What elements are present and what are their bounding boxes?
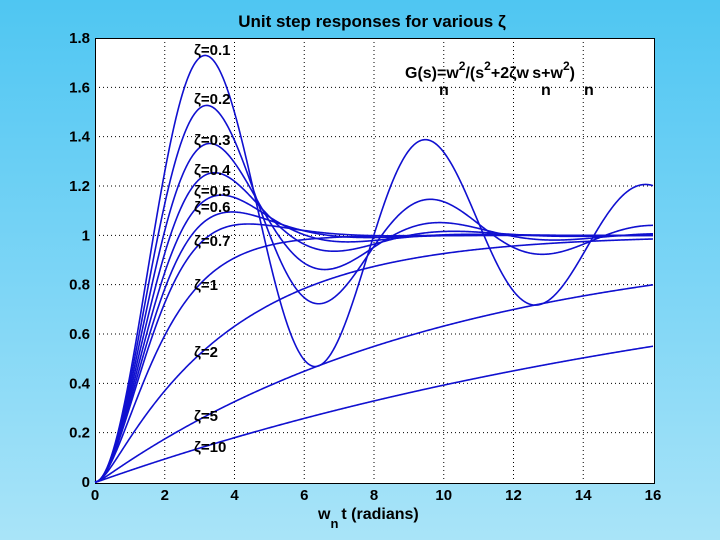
formula-part: G(s)=w [405,65,459,82]
zeta-label: ζ=5 [194,408,218,425]
zeta-label: ζ=0.5 [194,183,231,200]
series-line-zeta-0-2 [94,104,654,483]
series-lines [94,54,654,483]
formula-part: ) [570,65,575,82]
chart-title: Unit step responses for various ζ [238,12,506,31]
formula-part: +2ζw [491,65,530,82]
formula-subscript-2: n [541,82,551,99]
y-tick-label: 0.4 [69,375,91,392]
y-tick-label: 1.8 [69,30,90,47]
zeta-label: ζ=0.4 [194,162,231,179]
series-line-zeta-2 [94,238,654,483]
x-axis-label-rest: t (radians) [341,506,418,523]
x-axis-label: wnt (radians) [317,506,419,531]
x-tick-label: 16 [645,487,662,504]
x-tick-label: 4 [230,487,239,504]
formula-sup: 2 [484,59,491,73]
formula-sup: 2 [563,59,570,73]
y-tick-label: 0 [82,474,90,491]
y-tick-label: 1 [82,227,90,244]
y-tick-label: 1.4 [69,129,91,146]
x-tick-label: 14 [575,487,592,504]
series-line-zeta-10 [94,345,654,483]
zeta-label: ζ=2 [194,344,218,361]
x-tick-labels: 0 2 4 6 8 10 12 14 16 [91,487,662,504]
grid [95,38,653,482]
y-tick-label: 0.8 [69,277,90,294]
y-tick-label: 1.6 [69,79,90,96]
x-tick-label: 2 [161,487,169,504]
y-tick-label: 1.2 [69,178,90,195]
series-line-zeta-0-3 [94,142,654,483]
x-axis-label-sub: n [330,516,338,531]
series-line-zeta-0-4 [94,171,654,483]
y-tick-labels: 0 0.2 0.4 0.6 0.8 1 1.2 1.4 1.6 1.8 [69,30,91,491]
formula-sup: 2 [459,59,466,73]
x-tick-label: 10 [435,487,452,504]
series-line-zeta-0-1 [94,54,654,483]
formula-part: /(s [465,65,484,82]
x-tick-label: 6 [300,487,308,504]
zeta-label: ζ=0.3 [194,132,231,149]
formula-subscript-1: n [439,82,449,99]
formula-part: s+w [532,65,563,82]
formula-subscript-3: n [584,82,594,99]
x-axis-label-main: w [317,506,331,523]
zeta-label: ζ=0.2 [194,91,231,108]
zeta-label: ζ=10 [194,439,226,456]
zeta-label: ζ=0.7 [194,233,231,250]
zeta-label: ζ=0.6 [194,199,231,216]
series-line-zeta-1 [94,234,653,483]
x-tick-label: 12 [505,487,522,504]
x-tick-label: 0 [91,487,99,504]
x-tick-label: 8 [370,487,378,504]
zeta-label: ζ=0.1 [194,42,231,59]
plot-area [95,38,655,484]
transfer-function-formula: G(s)=w2/(s2+2ζw.s+w2) [405,59,575,82]
y-tick-label: 0.6 [69,326,90,343]
zeta-labels: ζ=0.1 ζ=0.2 ζ=0.3 ζ=0.4 ζ=0.5ζ=0.6 ζ=0.7 ζ=1 ζ=… [194,42,231,456]
y-tick-label: 0.2 [69,425,90,442]
zeta-label: ζ=1 [194,277,218,294]
series-line-zeta-5 [94,284,654,483]
